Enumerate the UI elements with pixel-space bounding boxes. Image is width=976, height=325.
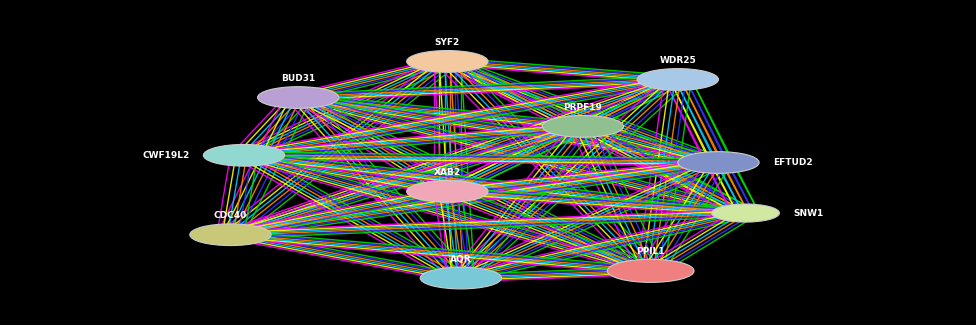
- Text: SNW1: SNW1: [793, 209, 823, 217]
- Text: AQR: AQR: [450, 254, 471, 264]
- Text: EFTUD2: EFTUD2: [773, 158, 812, 167]
- Circle shape: [543, 116, 624, 137]
- Text: SYF2: SYF2: [434, 38, 460, 47]
- Circle shape: [258, 87, 339, 108]
- Text: PPIL1: PPIL1: [636, 247, 665, 256]
- Circle shape: [637, 69, 718, 90]
- Circle shape: [189, 224, 271, 246]
- Text: WDR25: WDR25: [660, 56, 696, 65]
- Text: PRPF19: PRPF19: [563, 103, 602, 112]
- Text: BUD31: BUD31: [281, 74, 315, 83]
- Text: XAB2: XAB2: [433, 168, 461, 177]
- Circle shape: [407, 51, 488, 72]
- Text: CWF19L2: CWF19L2: [142, 151, 189, 160]
- Circle shape: [607, 259, 694, 282]
- Circle shape: [677, 152, 759, 173]
- Circle shape: [421, 267, 502, 289]
- Circle shape: [407, 181, 488, 202]
- Circle shape: [203, 144, 285, 166]
- Circle shape: [712, 204, 780, 222]
- Text: CDC40: CDC40: [214, 211, 247, 220]
